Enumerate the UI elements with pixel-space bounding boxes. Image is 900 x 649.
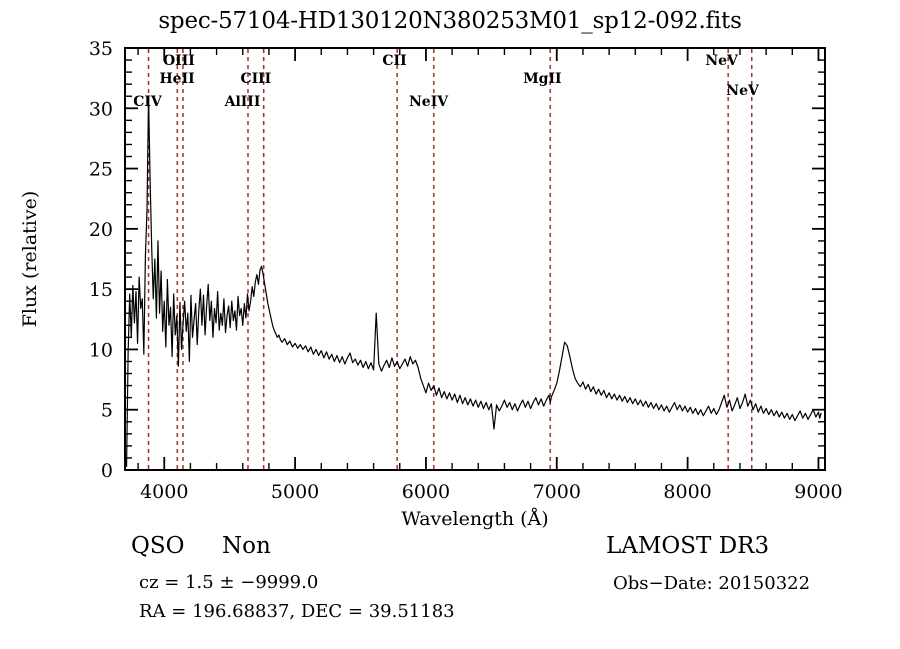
emission-line-label-cii-5: CII	[382, 53, 406, 69]
x-tick-label: 6000	[402, 481, 450, 503]
spectrum-trace	[124, 95, 822, 467]
object-class-label: QSO	[131, 533, 185, 559]
y-tick-label: 25	[89, 159, 113, 181]
x-tick-label: 9000	[794, 481, 842, 503]
emission-line-label-neiv-6: NeIV	[409, 94, 449, 110]
x-tick-label: 5000	[271, 481, 319, 503]
y-axis-title: Flux (relative)	[19, 191, 41, 328]
x-tick-label: 8000	[663, 481, 711, 503]
emission-line-label-mgii-7: MgII	[523, 71, 561, 87]
obs-date-label: Obs−Date: 20150322	[613, 573, 811, 594]
emission-line-label-nev-8: NeV	[705, 53, 739, 69]
y-tick-label: 5	[101, 400, 113, 422]
emission-line-label-oiii-1: OIII	[163, 53, 195, 69]
x-axis-title: Wavelength (Å)	[401, 508, 548, 530]
emission-line-label-ciii-4: CIII	[240, 71, 271, 87]
x-tick-label: 4000	[140, 481, 188, 503]
page-title: spec-57104-HD130120N380253M01_sp12-092.f…	[158, 8, 742, 34]
y-tick-label: 35	[89, 38, 113, 60]
object-subclass-label: Non	[222, 533, 271, 559]
survey-label: LAMOST DR3	[606, 533, 770, 559]
emission-line-label-aliii-3: AlIII	[224, 94, 261, 110]
plot-frame	[124, 47, 826, 471]
emission-line-label-nev-9: NeV	[726, 83, 760, 99]
redshift-label: cz = 1.5 ± −9999.0	[139, 572, 319, 593]
y-tick-label: 20	[89, 219, 113, 241]
coordinates-label: RA = 196.68837, DEC = 39.51183	[139, 601, 455, 622]
emission-line-label-heii-2: HeII	[159, 71, 194, 87]
x-tick-label: 7000	[533, 481, 581, 503]
y-tick-label: 10	[89, 339, 113, 361]
y-tick-label: 15	[89, 279, 113, 301]
y-tick-label: 30	[89, 98, 113, 120]
y-tick-label: 0	[101, 460, 113, 482]
